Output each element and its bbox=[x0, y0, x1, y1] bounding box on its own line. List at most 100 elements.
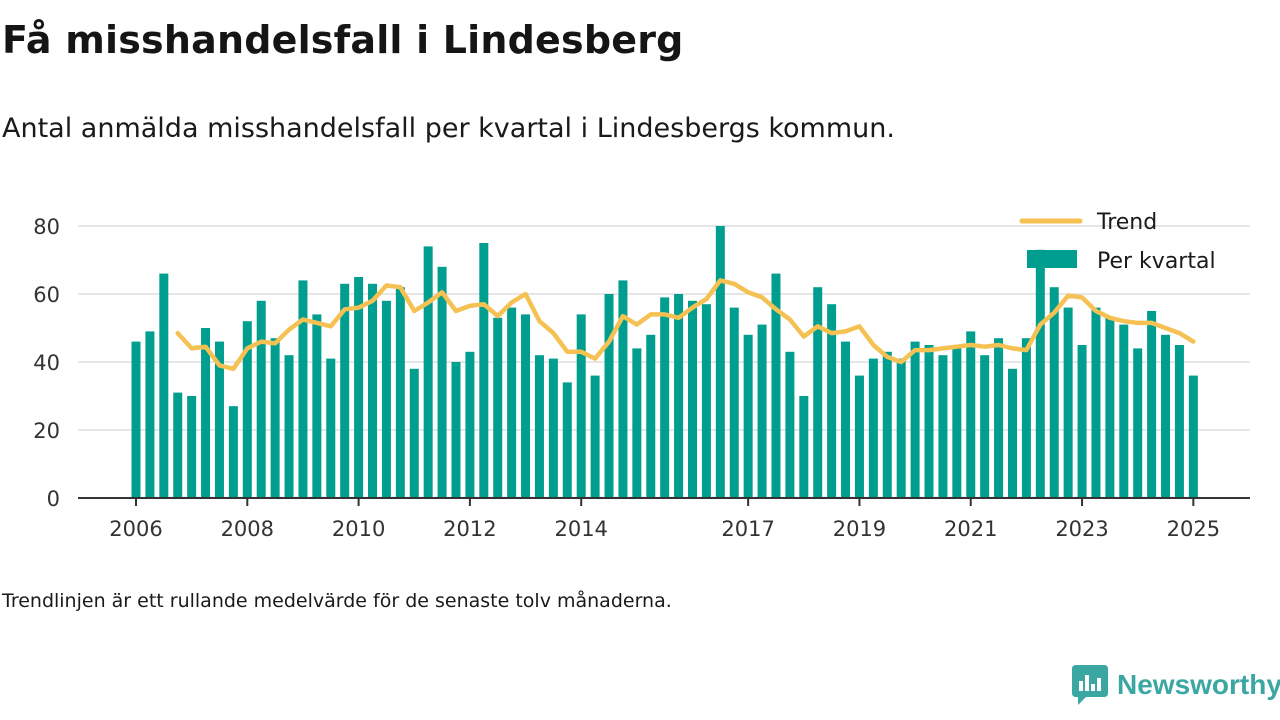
bar-45 bbox=[757, 324, 767, 498]
bar-40 bbox=[688, 300, 697, 498]
bar-54 bbox=[882, 351, 892, 498]
bar-35 bbox=[618, 280, 628, 498]
x-tick-label-2012: 2012 bbox=[443, 517, 496, 541]
bar-41 bbox=[701, 304, 711, 498]
x-tick-label-2025: 2025 bbox=[1167, 517, 1220, 541]
bar-38 bbox=[660, 297, 670, 498]
brand-name: Newsworthy bbox=[1117, 669, 1280, 700]
bar-62 bbox=[994, 338, 1004, 498]
bar-43 bbox=[729, 307, 739, 498]
bar-5 bbox=[201, 328, 211, 498]
bar-68 bbox=[1077, 345, 1087, 498]
bar-42 bbox=[715, 226, 725, 498]
bar-line-chart: 0 20 40 60 80 2006 2008 2010 2012 2014 2017 2019 202… bbox=[33, 210, 1250, 541]
bar-56 bbox=[910, 341, 920, 498]
bar-61 bbox=[980, 355, 990, 498]
x-tick-label-2014: 2014 bbox=[554, 517, 607, 541]
bar-63 bbox=[1007, 368, 1017, 498]
trend-line bbox=[175, 278, 1196, 372]
x-tick-label-2017: 2017 bbox=[721, 517, 774, 541]
bar-34 bbox=[604, 294, 614, 498]
bar-76 bbox=[1188, 375, 1198, 498]
bar-71 bbox=[1119, 324, 1129, 498]
bar-28 bbox=[521, 314, 531, 498]
bar-24 bbox=[465, 351, 475, 498]
bar-6 bbox=[214, 341, 224, 498]
axes: 0 20 40 60 80 2006 2008 2010 2012 2014 2017 2019 202… bbox=[33, 215, 1250, 541]
bar-25 bbox=[479, 243, 489, 498]
bar-14 bbox=[326, 358, 336, 498]
bar-26 bbox=[493, 317, 503, 498]
bar-67 bbox=[1063, 307, 1073, 498]
y-tick-label-60: 60 bbox=[33, 283, 60, 307]
bar-37 bbox=[646, 334, 656, 498]
bar-65 bbox=[1035, 249, 1045, 498]
bar-39 bbox=[674, 294, 684, 498]
bar-9 bbox=[256, 300, 266, 498]
newsworthy-logo-icon bbox=[1072, 665, 1108, 705]
x-tick-label-2006: 2006 bbox=[109, 517, 162, 541]
bar-7 bbox=[228, 406, 238, 498]
bar-75 bbox=[1174, 345, 1184, 498]
legend-bars-label: Per kvartal bbox=[1097, 249, 1216, 274]
bar-17 bbox=[368, 283, 378, 498]
bar-44 bbox=[743, 334, 753, 498]
legend-trend-label: Trend bbox=[1096, 210, 1157, 235]
bar-57 bbox=[924, 345, 934, 498]
bar-29 bbox=[534, 355, 544, 498]
bar-0 bbox=[131, 341, 141, 498]
bar-50 bbox=[827, 304, 837, 498]
bar-51 bbox=[841, 341, 851, 498]
bar-30 bbox=[548, 358, 558, 498]
bar-66 bbox=[1049, 287, 1059, 498]
x-tick-label-2010: 2010 bbox=[332, 517, 385, 541]
y-tick-label-20: 20 bbox=[33, 419, 60, 443]
bar-36 bbox=[632, 348, 642, 498]
bar-8 bbox=[242, 321, 252, 498]
bar-53 bbox=[868, 358, 878, 498]
bar-27 bbox=[507, 307, 517, 498]
bar-16 bbox=[354, 277, 364, 498]
y-tick-label-80: 80 bbox=[33, 215, 60, 239]
bar-12 bbox=[298, 280, 308, 498]
x-tick-label-2019: 2019 bbox=[833, 517, 886, 541]
legend-bars-swatch bbox=[1027, 250, 1077, 268]
bar-72 bbox=[1133, 348, 1143, 498]
bar-70 bbox=[1105, 317, 1115, 498]
bar-59 bbox=[952, 348, 962, 498]
bar-52 bbox=[854, 375, 864, 498]
legend: Trend Per kvartal bbox=[1019, 210, 1216, 274]
bar-11 bbox=[284, 355, 294, 498]
bar-1 bbox=[145, 331, 155, 498]
chart-title: Få misshandelsfall i Lindesberg bbox=[2, 18, 684, 62]
bar-21 bbox=[423, 246, 433, 498]
bar-10 bbox=[270, 338, 280, 498]
bar-13 bbox=[312, 314, 322, 498]
bar-18 bbox=[381, 300, 391, 498]
y-tick-label-40: 40 bbox=[33, 351, 60, 375]
bar-19 bbox=[395, 287, 405, 498]
x-tick-label-2008: 2008 bbox=[221, 517, 274, 541]
newsworthy-brand[interactable]: Newsworthy bbox=[1072, 665, 1280, 705]
bars-per-kvartal bbox=[131, 226, 1198, 498]
x-tick-label-2021: 2021 bbox=[944, 517, 997, 541]
bar-31 bbox=[562, 382, 572, 498]
bar-47 bbox=[785, 351, 795, 498]
bar-46 bbox=[771, 273, 781, 498]
bar-74 bbox=[1161, 334, 1171, 498]
bar-22 bbox=[437, 266, 447, 498]
bar-33 bbox=[590, 375, 600, 498]
trend-line-layer bbox=[175, 278, 1196, 372]
x-tick-label-2023: 2023 bbox=[1055, 517, 1108, 541]
bar-69 bbox=[1091, 307, 1101, 498]
bar-4 bbox=[187, 396, 197, 498]
chart-subtitle: Antal anmälda misshandelsfall per kvarta… bbox=[2, 113, 895, 144]
bar-48 bbox=[799, 396, 809, 498]
bar-55 bbox=[896, 358, 906, 498]
bar-2 bbox=[159, 273, 169, 498]
bar-49 bbox=[813, 287, 823, 498]
bar-73 bbox=[1147, 311, 1157, 498]
y-tick-label-0: 0 bbox=[47, 487, 60, 511]
bar-58 bbox=[938, 355, 948, 498]
bar-3 bbox=[173, 392, 183, 498]
